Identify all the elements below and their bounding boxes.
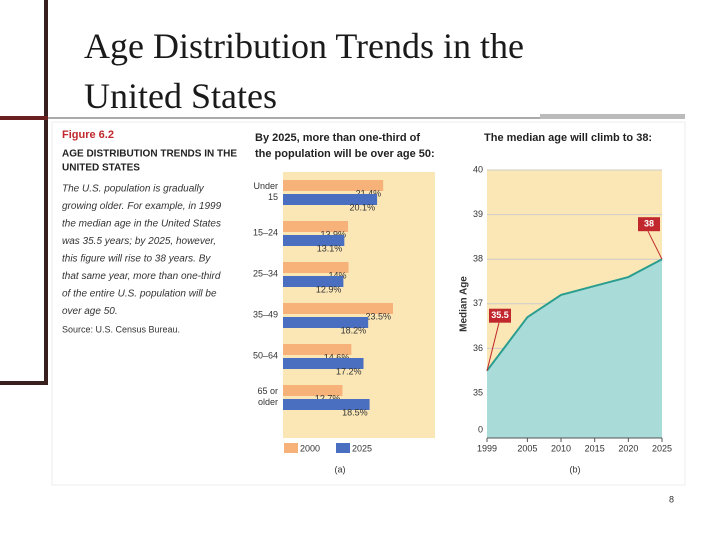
x-tick-label: 2020 xyxy=(618,443,638,453)
area xyxy=(487,259,662,438)
chart-title: The median age will climb to 38: xyxy=(484,132,652,144)
legend-label: 2025 xyxy=(352,443,372,453)
value-label: 14.6% xyxy=(324,352,350,362)
figure-label: Figure 6.2 xyxy=(62,129,114,141)
value-label: 13.9% xyxy=(321,229,347,239)
bar xyxy=(283,221,349,232)
legend-swatch xyxy=(284,443,298,453)
figure-body: over age 50. xyxy=(62,306,118,317)
figure-body: of the entire U.S. population will be xyxy=(62,289,217,300)
legend-label: 2000 xyxy=(300,443,320,453)
value-label: 12.7% xyxy=(315,393,341,403)
callout-box xyxy=(489,308,511,323)
category-label: Under xyxy=(253,181,278,191)
figure-body: that same year, more than one-third xyxy=(62,271,221,282)
caption: (a) xyxy=(335,464,346,474)
bar xyxy=(283,303,393,314)
bar xyxy=(283,399,370,410)
figure-body: the median age in the United States xyxy=(62,219,221,230)
y-tick-label: 37 xyxy=(473,298,483,308)
y-break-label: 0 xyxy=(478,424,483,434)
category-label: older xyxy=(258,397,278,407)
value-label: 14% xyxy=(329,270,347,280)
category-label: 25–34 xyxy=(253,268,278,278)
x-tick-label: 2010 xyxy=(551,443,571,453)
x-tick-label: 2005 xyxy=(517,443,537,453)
bar xyxy=(283,262,349,273)
page-number: 8 xyxy=(669,494,674,504)
figure-source: Source: U.S. Census Bureau. xyxy=(62,324,180,334)
bar xyxy=(283,276,344,287)
figure-body: The U.S. population is gradually xyxy=(62,184,205,195)
y-tick-label: 40 xyxy=(473,164,483,174)
bar xyxy=(283,194,378,205)
bar xyxy=(283,344,352,355)
category-label: 15–24 xyxy=(253,227,278,237)
value-label: 17.2% xyxy=(336,366,362,376)
y-tick-label: 36 xyxy=(473,343,483,353)
category-label: 65 or xyxy=(257,386,278,396)
line xyxy=(486,258,663,372)
value-label: 38 xyxy=(644,219,654,229)
callout-line xyxy=(647,230,663,260)
left-rule xyxy=(44,0,48,385)
value-label: 35.5 xyxy=(491,310,509,320)
y-tick-label: 39 xyxy=(473,209,483,219)
slide-title: United States xyxy=(84,76,277,116)
title-rule-left xyxy=(0,116,48,120)
figure-heading: UNITED STATES xyxy=(62,163,140,174)
bar xyxy=(283,317,369,328)
slide-title: Age Distribution Trends in the xyxy=(84,26,524,66)
caption: (b) xyxy=(570,464,581,474)
figure-body: this figure will rise to 38 years. By xyxy=(62,254,211,265)
title-rule-right xyxy=(540,114,685,119)
bar xyxy=(283,358,364,369)
value-label: 20.1% xyxy=(350,202,376,212)
chart-title: By 2025, more than one-third of xyxy=(255,132,420,144)
bar xyxy=(283,235,345,246)
y-tick-label: 38 xyxy=(473,254,483,264)
y-tick-label: 35 xyxy=(473,387,483,397)
chart-title: the population will be over age 50: xyxy=(255,148,435,160)
value-label: 23.5% xyxy=(365,311,391,321)
figure-body: was 35.5 years; by 2025, however, xyxy=(62,236,216,247)
value-label: 18.5% xyxy=(342,407,368,417)
figure-body: growing older. For example, in 1999 xyxy=(62,201,222,212)
x-tick-label: 1999 xyxy=(477,443,497,453)
legend-swatch xyxy=(336,443,350,453)
x-tick-label: 2015 xyxy=(585,443,605,453)
figure-heading: AGE DISTRIBUTION TRENDS IN THE xyxy=(62,149,237,160)
left-foot-rule xyxy=(0,381,48,385)
value-label: 18.2% xyxy=(341,325,367,335)
value-label: 12.9% xyxy=(316,284,342,294)
category-label: 15 xyxy=(268,192,278,202)
value-label: 13.1% xyxy=(317,243,343,253)
callout-line xyxy=(486,322,500,371)
y-axis-label: Median Age xyxy=(459,276,470,332)
category-label: 50–64 xyxy=(253,350,278,360)
value-label: 21.4% xyxy=(356,188,382,198)
category-label: 35–49 xyxy=(253,309,278,319)
bar xyxy=(283,180,384,191)
callout-box xyxy=(638,217,660,232)
bar xyxy=(283,385,343,396)
x-tick-label: 2025 xyxy=(652,443,672,453)
